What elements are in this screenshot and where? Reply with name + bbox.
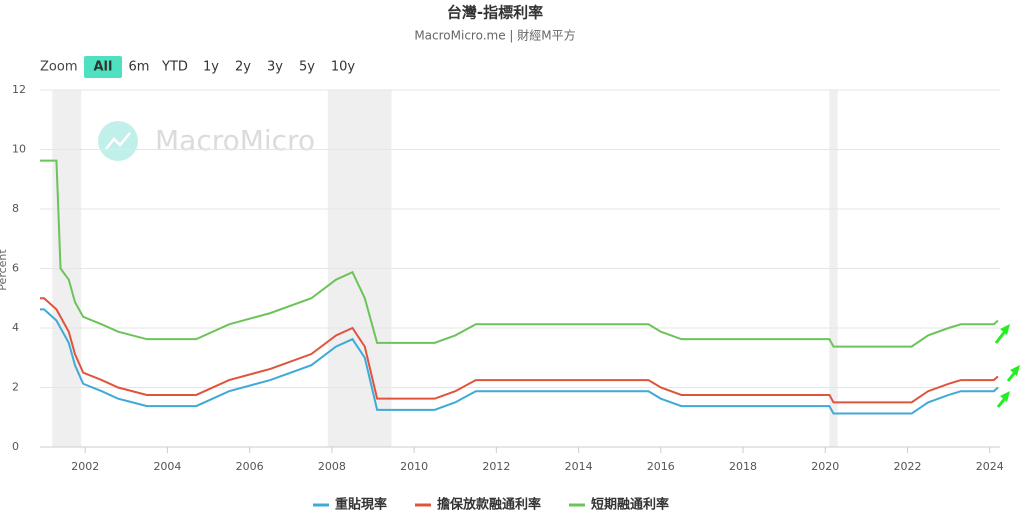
- chart-title: 台灣-指標利率: [447, 4, 543, 22]
- watermark-icon: [98, 121, 138, 161]
- x-tick-label: 2002: [71, 460, 99, 473]
- y-tick-label: 10: [12, 143, 26, 156]
- y-tick-label: 12: [12, 83, 26, 96]
- watermark: MacroMicro: [98, 121, 315, 161]
- x-tick-label: 2008: [318, 460, 346, 473]
- y-tick-label: 2: [12, 381, 19, 394]
- legend-label[interactable]: 短期融通利率: [591, 497, 669, 513]
- zoom-label: Zoom: [40, 60, 77, 75]
- zoom-button-bg[interactable]: [84, 56, 122, 78]
- x-tick-label: 2024: [976, 460, 1004, 473]
- x-tick-label: 2004: [153, 460, 181, 473]
- zoom-button[interactable]: All: [94, 60, 113, 75]
- series-line: [40, 159, 999, 348]
- zoom-button[interactable]: YTD: [161, 60, 188, 75]
- x-tick-label: 2014: [565, 460, 593, 473]
- x-tick-label: 2010: [400, 460, 428, 473]
- watermark-text: MacroMicro: [155, 124, 315, 157]
- x-tick-label: 2006: [236, 460, 264, 473]
- zoom-button[interactable]: 6m: [129, 60, 150, 75]
- series-line: [40, 297, 999, 404]
- arrow-head: [1000, 391, 1010, 402]
- y-axis-label: Percent: [0, 249, 9, 291]
- zoom-button[interactable]: 5y: [299, 60, 315, 75]
- zoom-button[interactable]: 2y: [235, 60, 251, 75]
- annotation-arrows: [994, 324, 1020, 408]
- watermark-icon-line: [105, 132, 131, 150]
- zoom-button[interactable]: 1y: [203, 60, 219, 75]
- arrow-head: [1010, 365, 1020, 376]
- x-tick-label: 2016: [647, 460, 675, 473]
- x-tick-label: 2018: [729, 460, 757, 473]
- y-tick-label: 6: [12, 262, 19, 275]
- x-tick-label: 2020: [811, 460, 839, 473]
- zoom-button[interactable]: 3y: [267, 60, 283, 75]
- chart-subtitle: MacroMicro.me | 財經M平方: [414, 28, 575, 43]
- y-tick-label: 8: [12, 202, 19, 215]
- legend-label[interactable]: 擔保放款融通利率: [437, 497, 541, 513]
- arrow-head: [1000, 324, 1010, 335]
- x-tick-label: 2022: [893, 460, 921, 473]
- x-tick-label: 2012: [482, 460, 510, 473]
- y-tick-label: 4: [12, 321, 19, 334]
- zoom-button[interactable]: 10y: [331, 60, 356, 75]
- series-line: [40, 308, 999, 415]
- y-tick-label: 0: [12, 440, 19, 453]
- legend-label[interactable]: 重貼現率: [335, 497, 387, 513]
